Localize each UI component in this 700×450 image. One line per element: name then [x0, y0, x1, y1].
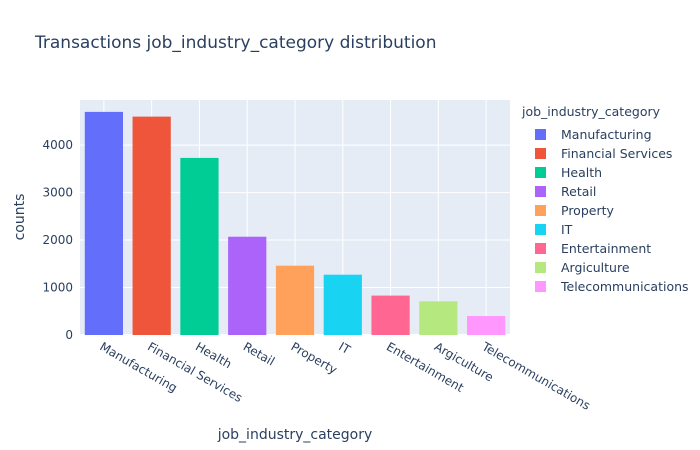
legend-item-property[interactable]: Property	[522, 201, 689, 220]
x-tick-label: Retail	[241, 339, 277, 368]
legend-title: job_industry_category	[522, 104, 661, 119]
y-axis-title: counts	[12, 194, 28, 241]
legend-item-retail[interactable]: Retail	[522, 182, 689, 201]
legend-swatch	[535, 167, 546, 178]
legend-item-health[interactable]: Health	[522, 163, 689, 182]
legend-item-it[interactable]: IT	[522, 220, 689, 239]
bar-property[interactable]	[275, 265, 315, 335]
bars	[84, 111, 506, 336]
legend-label: Entertainment	[561, 241, 652, 256]
legend-label: IT	[561, 222, 573, 237]
bar-manufacturing[interactable]	[84, 111, 123, 336]
bar-financial-services[interactable]	[132, 116, 171, 335]
legend-item-entertainment[interactable]: Entertainment	[522, 239, 689, 258]
y-tick-label: 2000	[42, 233, 73, 247]
bar-argiculture[interactable]	[419, 301, 458, 335]
chart-title: Transactions job_industry_category distr…	[35, 33, 437, 53]
y-tick-labels: 0 1000 2000 3000 4000	[42, 138, 73, 342]
legend-swatch	[535, 148, 546, 159]
x-axis-title: job_industry_category	[217, 427, 373, 443]
legend-swatch	[535, 243, 546, 254]
legend-label: Financial Services	[561, 146, 673, 161]
legend-label: Property	[561, 203, 614, 218]
x-tick-label: Property	[289, 339, 340, 377]
legend-label: Argiculture	[561, 260, 630, 275]
legend-items: Manufacturing Financial Services Health Ret…	[522, 125, 689, 296]
legend-item-financial-services[interactable]: Financial Services	[522, 144, 689, 163]
y-tick-label: 3000	[42, 186, 73, 200]
bar-health[interactable]	[180, 157, 219, 335]
x-tick-label: IT	[336, 339, 353, 357]
legend-label: Retail	[561, 184, 597, 199]
legend-label: Health	[561, 165, 603, 180]
x-tick-label: Telecommunications	[479, 339, 593, 413]
bar-telecommunications[interactable]	[467, 316, 506, 335]
legend-swatch	[535, 205, 546, 216]
y-tick-label: 1000	[42, 281, 73, 295]
y-tick-label: 0	[65, 328, 73, 342]
legend-item-telecommunications[interactable]: Telecommunications	[522, 277, 689, 296]
legend-swatch	[535, 262, 546, 273]
legend-swatch	[535, 186, 546, 197]
bar-entertainment[interactable]	[371, 295, 410, 335]
legend-item-manufacturing[interactable]: Manufacturing	[522, 125, 689, 144]
legend-label: Manufacturing	[561, 127, 652, 142]
y-tick-label: 4000	[42, 138, 73, 152]
legend-item-argiculture[interactable]: Argiculture	[522, 258, 689, 277]
bar-it[interactable]	[323, 274, 362, 335]
legend: job_industry_category Manufacturing Finan…	[522, 104, 689, 296]
legend-swatch	[535, 129, 546, 140]
legend-swatch	[535, 224, 546, 235]
legend-label: Telecommunications	[561, 279, 689, 294]
bar-retail[interactable]	[228, 236, 267, 335]
legend-swatch	[535, 281, 546, 292]
